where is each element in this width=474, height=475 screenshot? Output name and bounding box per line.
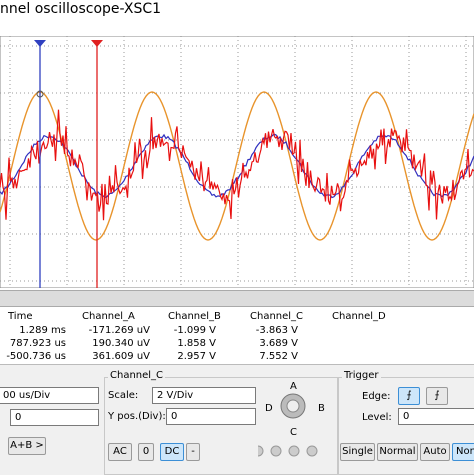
- level-box[interactable]: 0: [398, 408, 474, 425]
- knob-label: A: [290, 381, 297, 392]
- wave-red: [0, 109, 474, 221]
- window-title: nnel oscilloscope-XSC1: [0, 1, 162, 17]
- readout-cell: 2.957 V: [177, 351, 216, 362]
- level-label: Level:: [362, 412, 392, 423]
- edge-rise[interactable]: ⨍: [398, 387, 420, 405]
- readout-cell: 361.609 uV: [92, 351, 150, 362]
- scope-screen: [0, 36, 474, 288]
- knob-label: C: [290, 427, 297, 438]
- readout-cell: 1.289 ms: [19, 325, 66, 336]
- readout-cell: 3.689 V: [259, 338, 298, 349]
- readout-cell: 787.923 us: [9, 338, 66, 349]
- readout-header: Channel_A: [82, 311, 135, 322]
- scale-label: Scale:: [108, 390, 139, 401]
- knob-label: D: [265, 403, 273, 414]
- knob[interactable]: [258, 379, 334, 473]
- cursor-point: [36, 90, 44, 98]
- knob-label: B: [318, 403, 325, 414]
- cursor-1-handle[interactable]: [34, 40, 46, 47]
- timebase-scale[interactable]: 00 us/Div: [0, 387, 99, 404]
- scale-box[interactable]: 2 V/Div: [152, 387, 256, 404]
- cursor-2-handle[interactable]: [91, 40, 103, 47]
- timebase-xpos[interactable]: 0: [10, 409, 99, 426]
- readout-header: Channel_B: [168, 311, 221, 322]
- readout-header: Channel_C: [250, 311, 304, 322]
- control-panel: 00 us/Div 0 A+B > Channel_C Scale: 2 V/D…: [0, 364, 474, 475]
- readout-cell: -500.736 us: [6, 351, 66, 362]
- coupling-button[interactable]: AC: [108, 443, 132, 461]
- ypos-box[interactable]: 0: [166, 408, 256, 425]
- coupling-button[interactable]: -: [186, 443, 200, 461]
- trigger-button[interactable]: Auto: [420, 443, 450, 461]
- edge-fall[interactable]: ⨍: [426, 387, 448, 405]
- coupling-button[interactable]: DC: [160, 443, 184, 461]
- readout-cell: 190.340 uV: [92, 338, 150, 349]
- readout-cell: 1.858 V: [177, 338, 216, 349]
- ypos-label: Y pos.(Div):: [108, 411, 166, 422]
- trigger-button[interactable]: Single: [340, 443, 375, 461]
- readout-cell: -1.099 V: [173, 325, 216, 336]
- coupling-button[interactable]: 0: [138, 443, 154, 461]
- ab-button[interactable]: A+B >: [8, 437, 46, 455]
- readout-header: Channel_D: [332, 311, 386, 322]
- channel-label: Channel_C: [108, 370, 166, 381]
- trigger-button[interactable]: Normal: [377, 443, 418, 461]
- knob-center: [286, 399, 300, 413]
- scrollbar[interactable]: [0, 290, 474, 307]
- readout-cell: -171.269 uV: [88, 325, 150, 336]
- readout-cell: -3.863 V: [255, 325, 298, 336]
- edge-label: Edge:: [362, 391, 391, 402]
- readout-header: Time: [8, 311, 33, 322]
- trigger-button[interactable]: Non: [452, 443, 474, 461]
- readout-cell: 7.552 V: [259, 351, 298, 362]
- trigger-label: Trigger: [342, 370, 381, 381]
- radio-row: [258, 445, 318, 457]
